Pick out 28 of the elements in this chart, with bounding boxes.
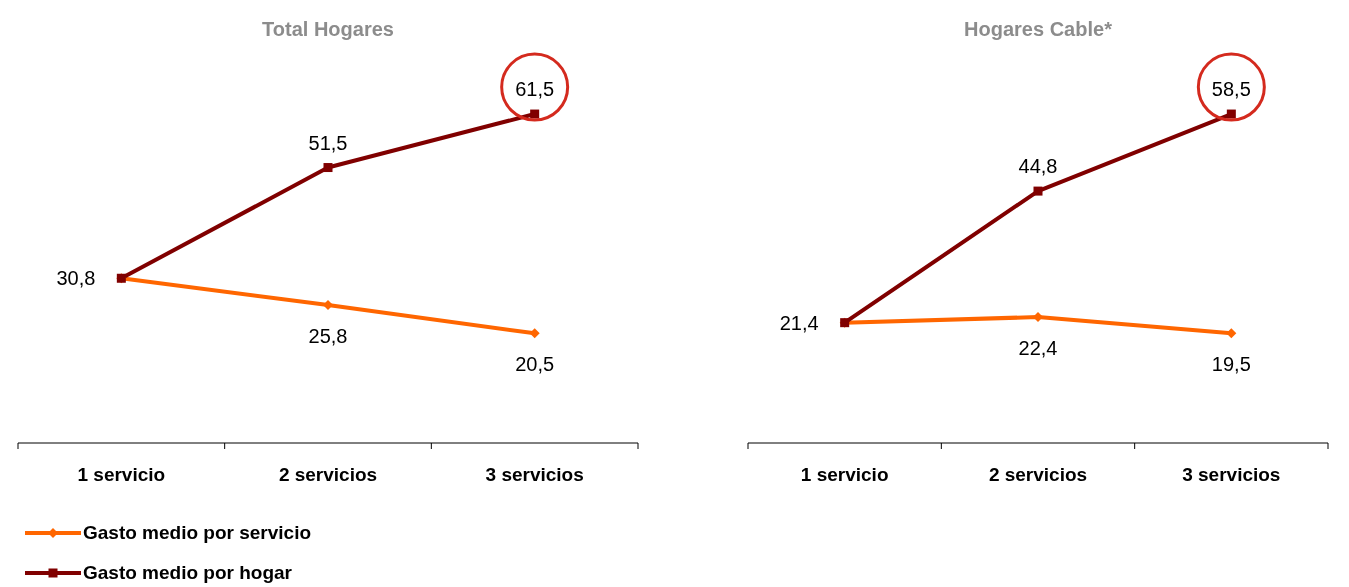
- data-label: 44,8: [1018, 155, 1058, 178]
- point: [1033, 312, 1043, 323]
- point: [1226, 328, 1237, 339]
- point: [530, 109, 540, 119]
- data-label: 25,8: [308, 325, 348, 347]
- x-tick-label: 2 servicios: [278, 464, 378, 485]
- point: [323, 300, 333, 310]
- legend-label: Gasto medio por servicio: [83, 522, 312, 544]
- data-label: 58,5: [1211, 78, 1251, 101]
- data-label: 51,5: [308, 131, 348, 154]
- data-label: 22,4: [1018, 337, 1058, 360]
- legend-label: Gasto medio por hogar: [83, 562, 293, 584]
- data-label: 20,5: [515, 353, 555, 376]
- data-label: 21,4: [779, 311, 819, 334]
- x-tick-label: 1 servicio: [77, 464, 166, 485]
- x-tick-label: 3 servicios: [1182, 464, 1281, 485]
- point: [1226, 109, 1236, 119]
- data-label: 19,5: [1211, 353, 1251, 376]
- chart-title: Total Hogares: [261, 18, 395, 41]
- point: [323, 163, 333, 173]
- x-tick-label: 1 servicio: [800, 464, 889, 485]
- data-label: 30,8: [56, 267, 96, 290]
- x-tick-label: 3 servicios: [485, 464, 584, 485]
- chart-title: Hogares Cable*: [963, 18, 1113, 41]
- x-tick-label: 2 servicios: [988, 464, 1088, 485]
- data-label: 61,5: [515, 78, 555, 101]
- point: [529, 328, 540, 339]
- point: [1033, 186, 1043, 196]
